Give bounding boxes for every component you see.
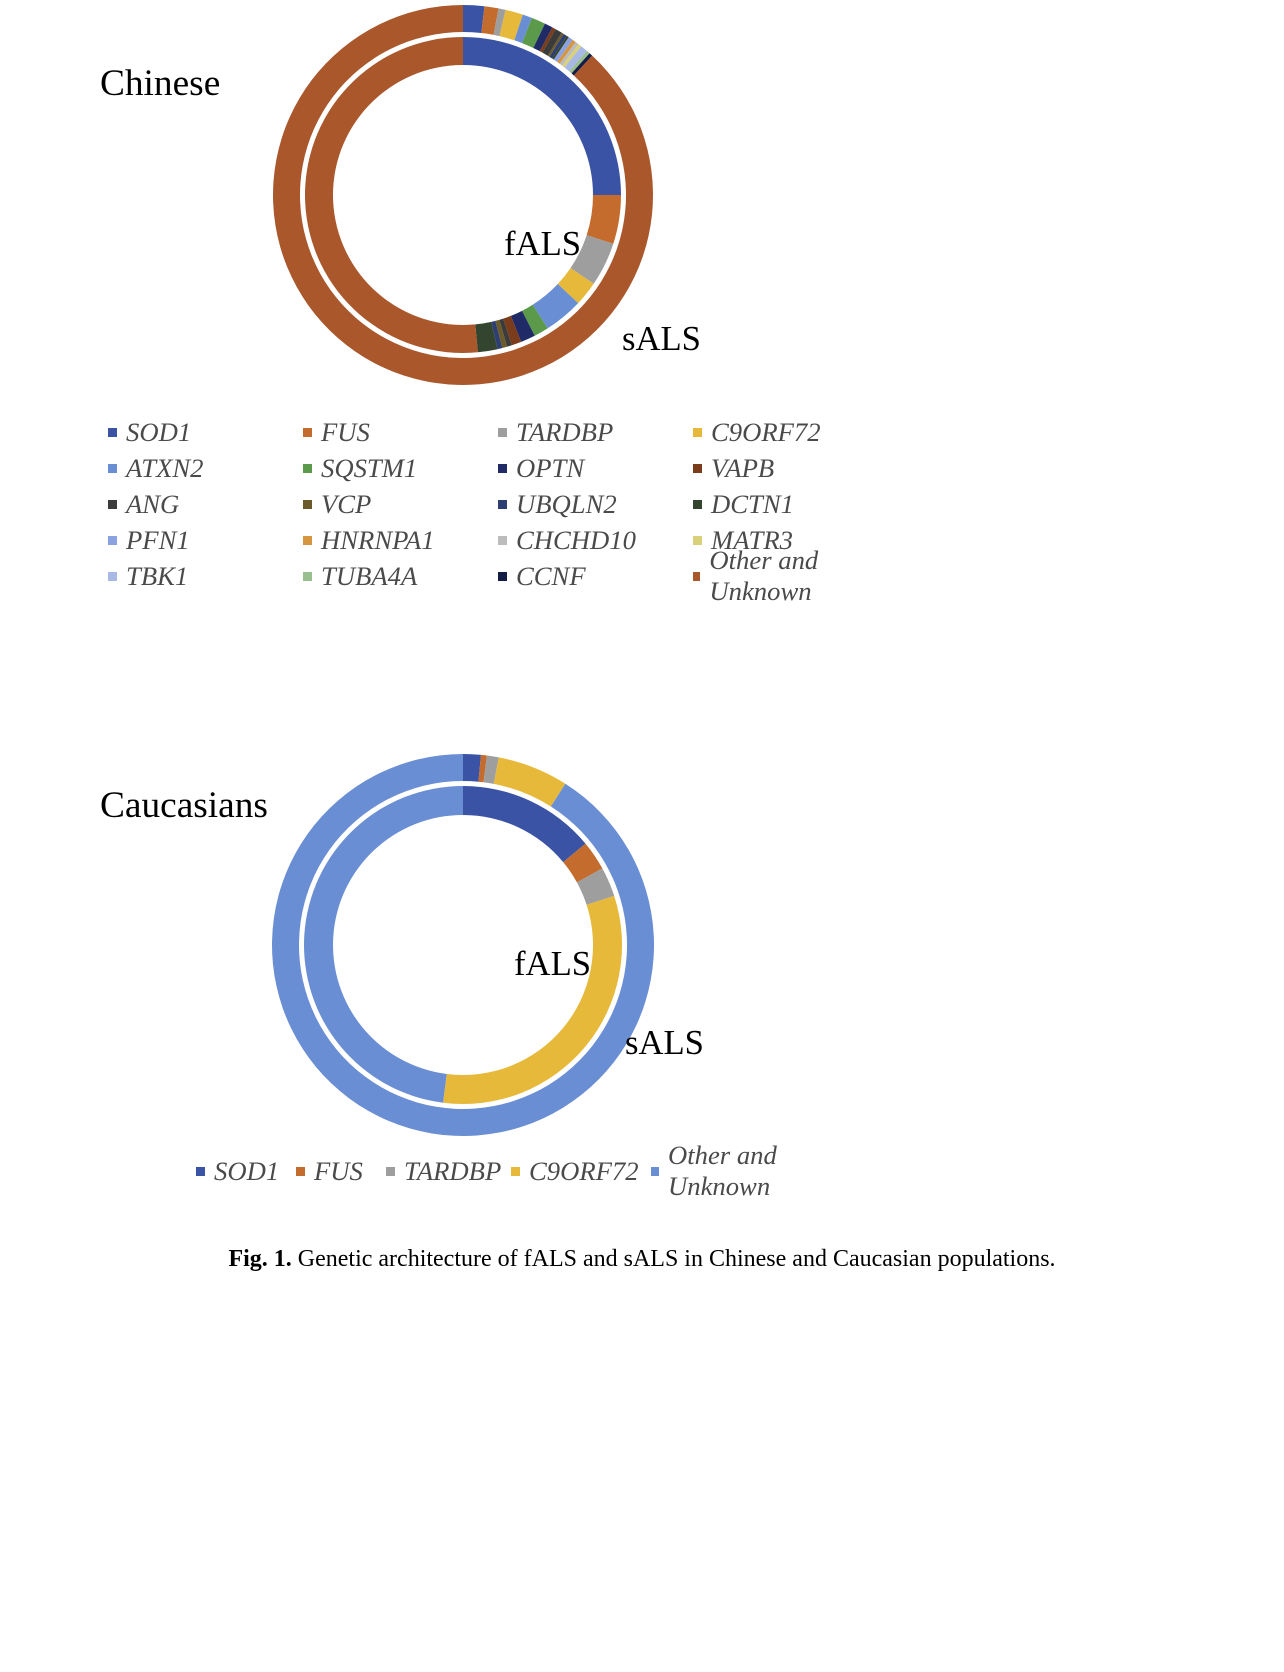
legend-item: SOD1 [108, 414, 303, 450]
legend-swatch [196, 1167, 205, 1176]
legend-swatch [693, 464, 702, 473]
legend-label: VAPB [711, 453, 774, 484]
legend-swatch [108, 428, 117, 437]
legend-label: C9ORF72 [529, 1156, 639, 1187]
legend-swatch [693, 572, 700, 581]
caption-label: Fig. 1. [228, 1246, 291, 1272]
legend-swatch [693, 536, 702, 545]
donut-segment [463, 5, 484, 33]
legend-swatch [303, 536, 312, 545]
legend-swatch [498, 572, 507, 581]
caption-text: Genetic architecture of fALS and sALS in… [292, 1246, 1056, 1272]
legend-label: TARDBP [404, 1156, 501, 1187]
legend-label: PFN1 [126, 525, 190, 556]
legend-item: UBQLN2 [498, 486, 693, 522]
legend-item: FUS [303, 414, 498, 450]
legend-item: CHCHD10 [498, 522, 693, 558]
legend-item: TBK1 [108, 558, 303, 594]
legend-swatch [296, 1167, 305, 1176]
legend-item: DCTN1 [693, 486, 888, 522]
legend-label: CCNF [516, 561, 586, 592]
figure-caption: Fig. 1. Genetic architecture of fALS and… [0, 1246, 1284, 1273]
ring-label-sals-caucasians: sALS [625, 1024, 704, 1063]
legend-label: ANG [126, 489, 179, 520]
legend-swatch [303, 428, 312, 437]
legend-swatch [693, 500, 702, 509]
donut-segment [463, 754, 481, 782]
legend-item: VAPB [693, 450, 888, 486]
legend-label: FUS [321, 417, 370, 448]
legend-label: SOD1 [214, 1156, 279, 1187]
legend-caucasians: SOD1 FUS TARDBP C9ORF72 Other and Unknown [196, 1156, 861, 1186]
legend-label: UBQLN2 [516, 489, 617, 520]
legend-label: TBK1 [126, 561, 188, 592]
legend-label: CHCHD10 [516, 525, 636, 556]
ring-label-fals-chinese: fALS [504, 225, 581, 264]
legend-item: HNRNPA1 [303, 522, 498, 558]
legend-swatch [511, 1167, 520, 1176]
legend-item: ANG [108, 486, 303, 522]
legend-item: C9ORF72 [511, 1156, 651, 1186]
legend-item: PFN1 [108, 522, 303, 558]
legend-item: FUS [296, 1156, 386, 1186]
legend-label: C9ORF72 [711, 417, 821, 448]
legend-label: VCP [321, 489, 371, 520]
legend-label: Other and Unknown [668, 1140, 861, 1202]
legend-label: FUS [314, 1156, 363, 1187]
legend-swatch [108, 572, 117, 581]
legend-swatch [651, 1167, 659, 1176]
ring-label-sals-chinese: sALS [622, 320, 701, 359]
legend-label: HNRNPA1 [321, 525, 435, 556]
legend-swatch [303, 464, 312, 473]
legend-item: C9ORF72 [693, 414, 888, 450]
legend-label: SOD1 [126, 417, 191, 448]
legend-item: Other and Unknown [651, 1156, 861, 1186]
legend-swatch [108, 536, 117, 545]
legend-item: Other and Unknown [693, 558, 888, 594]
ring-label-fals-caucasians: fALS [514, 945, 591, 984]
donut-caucasians [268, 750, 658, 1140]
legend-label: TARDBP [516, 417, 613, 448]
legend-label: DCTN1 [711, 489, 794, 520]
legend-swatch [108, 464, 117, 473]
legend-item: ATXN2 [108, 450, 303, 486]
legend-label: OPTN [516, 453, 584, 484]
legend-item: SQSTM1 [303, 450, 498, 486]
legend-swatch [498, 500, 507, 509]
donut-segment [587, 195, 621, 244]
panel-title-caucasians: Caucasians [100, 784, 268, 827]
legend-item: TARDBP [386, 1156, 511, 1186]
legend-label: Other and Unknown [709, 545, 888, 607]
legend-swatch [386, 1167, 395, 1176]
legend-item: OPTN [498, 450, 693, 486]
legend-label: ATXN2 [126, 453, 204, 484]
legend-swatch [693, 428, 702, 437]
legend-item: CCNF [498, 558, 693, 594]
legend-swatch [498, 536, 507, 545]
legend-item: TARDBP [498, 414, 693, 450]
legend-chinese: SOD1 FUS TARDBP C9ORF72 ATXN2 SQSTM1 OPTN VAPB A… [108, 414, 888, 594]
legend-label: SQSTM1 [321, 453, 417, 484]
legend-label: TUBA4A [321, 561, 417, 592]
legend-item: VCP [303, 486, 498, 522]
figure-root: { "canvas": { "width": 1284, "height": 1… [0, 0, 1284, 1672]
legend-item: SOD1 [196, 1156, 296, 1186]
legend-swatch [303, 500, 312, 509]
legend-item: TUBA4A [303, 558, 498, 594]
legend-swatch [303, 572, 312, 581]
panel-title-chinese: Chinese [100, 62, 220, 105]
donut-chinese [269, 1, 657, 389]
legend-swatch [498, 428, 507, 437]
legend-swatch [498, 464, 507, 473]
legend-swatch [108, 500, 117, 509]
